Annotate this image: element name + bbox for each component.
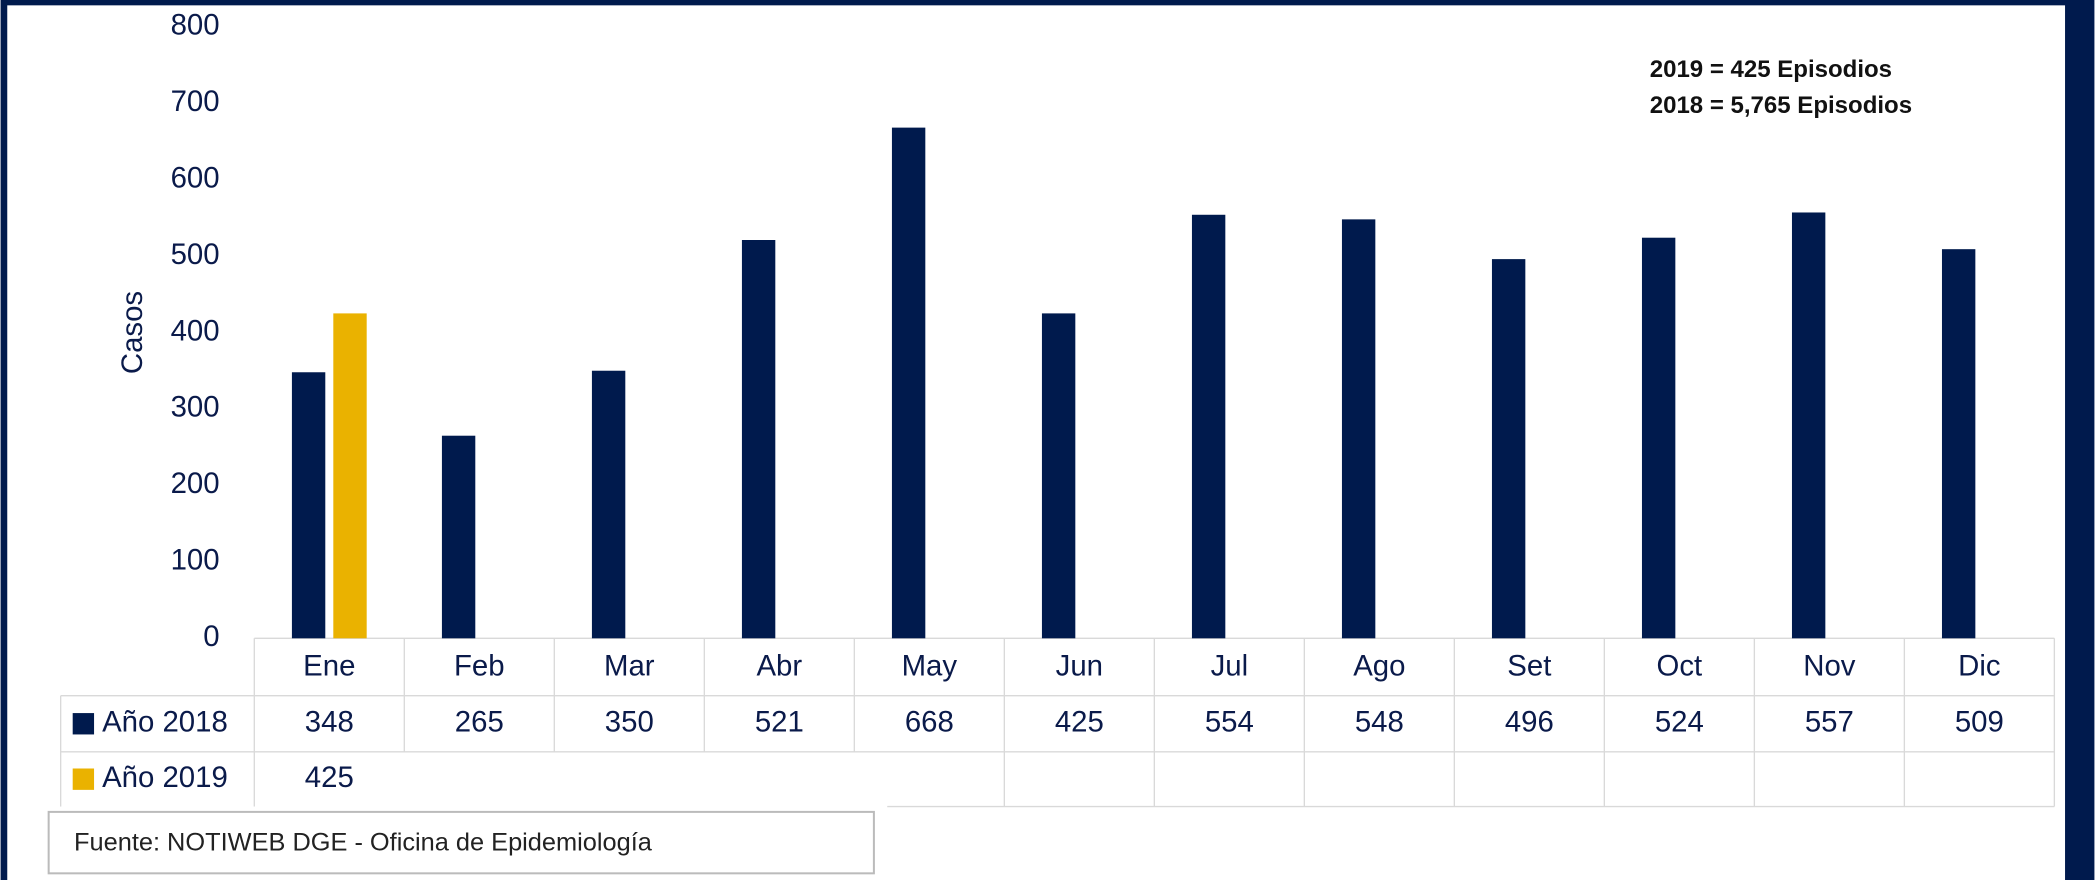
bar	[891, 127, 926, 639]
x-tick-label: Feb	[454, 649, 505, 682]
legend-swatch	[72, 713, 95, 735]
x-tick-label: Abr	[756, 649, 802, 682]
y-tick-label: 700	[171, 85, 220, 118]
table-value: 521	[755, 706, 804, 739]
table-value: 509	[1955, 706, 2004, 739]
bar	[591, 370, 626, 639]
legend-label: Año 2018	[102, 706, 228, 739]
annotation: 2018 = 5,765 Episodios	[1650, 92, 1912, 119]
source: Fuente: NOTIWEB DGE - Oficina de Epidemi…	[74, 829, 653, 857]
table-value: 425	[1055, 706, 1104, 739]
bar	[1641, 237, 1676, 639]
x-tick-label: Jun	[1056, 649, 1103, 682]
bar	[333, 313, 367, 639]
x-tick-label: May	[902, 649, 958, 682]
x-tick-label: Oct	[1657, 649, 1703, 682]
x-tick-label: Ago	[1353, 649, 1405, 682]
bar	[1941, 249, 1976, 639]
bar	[441, 435, 476, 639]
bar	[291, 372, 326, 639]
y-tick-label: 300	[171, 391, 220, 424]
table-value: 425	[305, 761, 354, 794]
source-box	[47, 810, 875, 875]
x-tick-label: Mar	[604, 649, 655, 682]
table-value: 348	[305, 706, 354, 739]
legend-swatch	[72, 768, 95, 790]
table-value: 548	[1355, 706, 1404, 739]
y-tick-label: 200	[171, 467, 220, 500]
x-tick-label: Ene	[303, 649, 355, 682]
x-tick-label: Jul	[1211, 649, 1249, 682]
legend-label: Año 2019	[102, 761, 228, 794]
bar	[1041, 313, 1076, 639]
y-tick-label: 100	[171, 544, 220, 577]
table-value: 557	[1805, 706, 1854, 739]
bar	[1341, 219, 1376, 639]
table-value: 524	[1655, 706, 1704, 739]
annotation: 2019 = 425 Episodios	[1650, 56, 1892, 83]
y-tick-label: 800	[171, 8, 220, 41]
bar	[1791, 212, 1826, 639]
table-value: 668	[905, 706, 954, 739]
bar	[1491, 259, 1526, 639]
bar	[741, 240, 776, 639]
y-tick-label: 0	[203, 620, 219, 653]
x-tick-label: Set	[1507, 649, 1551, 682]
y-tick-label: 500	[171, 238, 220, 271]
table-value: 496	[1505, 706, 1554, 739]
x-tick-label: Dic	[1958, 649, 2000, 682]
bar	[1191, 214, 1226, 639]
y-tick-label: 600	[171, 161, 220, 194]
table-value: 554	[1205, 706, 1254, 739]
y-axis-label: Casos	[116, 291, 149, 374]
x-tick-label: Nov	[1803, 649, 1856, 682]
table-value: 350	[605, 706, 654, 739]
table-value: 265	[455, 706, 504, 739]
y-tick-label: 400	[171, 314, 220, 347]
